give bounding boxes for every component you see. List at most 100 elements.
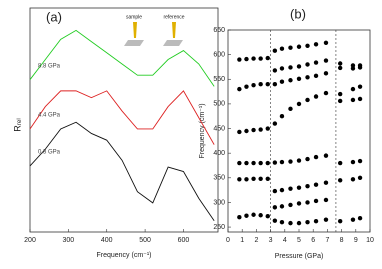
data-point	[288, 220, 293, 226]
data-point	[237, 86, 242, 92]
panel-label: (b)	[290, 6, 306, 21]
data-point	[265, 176, 270, 181]
data-point	[313, 198, 319, 204]
data-point	[288, 202, 293, 208]
data-point	[244, 128, 249, 134]
data-point	[272, 48, 278, 53]
data-point	[296, 64, 302, 69]
y-tick-label: 450	[213, 125, 225, 132]
data-point	[350, 66, 356, 71]
data-point	[279, 66, 285, 71]
data-point	[251, 127, 256, 133]
data-point	[258, 176, 263, 181]
data-point	[272, 68, 278, 73]
data-point	[288, 65, 293, 70]
data-point	[279, 114, 285, 119]
data-point	[350, 177, 356, 182]
x-tick-label: 4	[283, 237, 287, 244]
y-tick-label: 400	[213, 150, 225, 157]
curve-label: 8.8 GPa	[38, 63, 61, 69]
data-point	[251, 212, 256, 217]
x-tick-label: 2	[254, 237, 258, 244]
data-point	[265, 160, 270, 166]
data-point	[313, 94, 319, 99]
data-point	[237, 215, 242, 220]
data-point	[323, 40, 329, 46]
x-tick-label: 200	[24, 237, 36, 244]
data-point	[350, 97, 356, 103]
data-point	[313, 42, 319, 47]
x-tick-label: 3	[269, 237, 273, 244]
data-point	[288, 159, 293, 164]
curve-label: 4.4 GPa	[38, 113, 61, 119]
curve-label: 0.8 GPa	[38, 149, 61, 155]
data-point	[251, 160, 256, 166]
data-point	[237, 57, 242, 62]
data-point	[357, 65, 363, 70]
x-tick-label: 600	[178, 237, 190, 244]
spectrum	[29, 90, 215, 145]
data-point	[251, 176, 256, 181]
data-point	[350, 217, 356, 222]
data-point	[244, 56, 249, 62]
data-point	[296, 201, 302, 206]
inset-icon	[124, 22, 183, 46]
data-point	[323, 90, 329, 96]
data-point	[272, 160, 278, 165]
data-point	[305, 200, 310, 205]
data-point	[288, 106, 293, 112]
data-point	[337, 91, 343, 97]
data-point	[357, 158, 363, 164]
data-point	[305, 62, 310, 67]
data-point	[305, 97, 310, 103]
x-axis-label: Pressure (GPa)	[275, 253, 324, 260]
x-axis-label: Frequency (cm⁻¹)	[96, 252, 151, 259]
data-point	[313, 154, 319, 160]
data-point	[272, 121, 278, 126]
x-tick-label: 7	[325, 237, 329, 244]
y-tick-label: 600	[213, 51, 225, 58]
data-point	[313, 182, 319, 187]
y-tick-label: 650	[213, 27, 225, 34]
data-point	[323, 71, 329, 76]
data-point	[279, 219, 285, 225]
y-tick-label: 250	[213, 224, 225, 231]
data-point	[337, 98, 343, 104]
data-point	[279, 187, 285, 193]
y-tick-label: 350	[213, 175, 225, 182]
data-point	[258, 127, 263, 132]
data-point	[272, 205, 278, 210]
x-tick-label: 1	[240, 237, 244, 244]
data-point	[279, 159, 285, 165]
x-tick-label: 400	[101, 237, 113, 244]
data-point	[357, 96, 363, 102]
data-point	[237, 177, 242, 182]
spectrum	[29, 121, 215, 222]
data-point	[237, 160, 242, 166]
panel-label: (a)	[46, 9, 62, 24]
data-point	[337, 178, 343, 183]
x-tick-label: 500	[139, 237, 151, 244]
x-tick-label: 10	[366, 237, 374, 244]
frame-a	[29, 7, 219, 233]
data-point	[244, 84, 249, 89]
data-point	[323, 217, 329, 222]
data-point	[296, 185, 302, 190]
data-point	[323, 153, 329, 158]
y-tick-label: 300	[213, 199, 225, 206]
data-point	[265, 126, 270, 131]
data-point	[350, 86, 356, 92]
y-axis-label: Frequency (cm⁻¹)	[199, 103, 206, 158]
data-point	[337, 218, 343, 224]
data-point	[244, 160, 249, 166]
data-point	[272, 188, 278, 194]
data-point	[357, 84, 363, 89]
data-point	[251, 82, 256, 88]
data-point	[313, 60, 319, 65]
x-tick-label: 9	[354, 237, 358, 244]
data-point	[244, 213, 249, 218]
inset-label: reference	[163, 14, 184, 20]
data-point	[265, 55, 270, 61]
data-point	[279, 46, 285, 51]
data-point	[244, 177, 249, 182]
